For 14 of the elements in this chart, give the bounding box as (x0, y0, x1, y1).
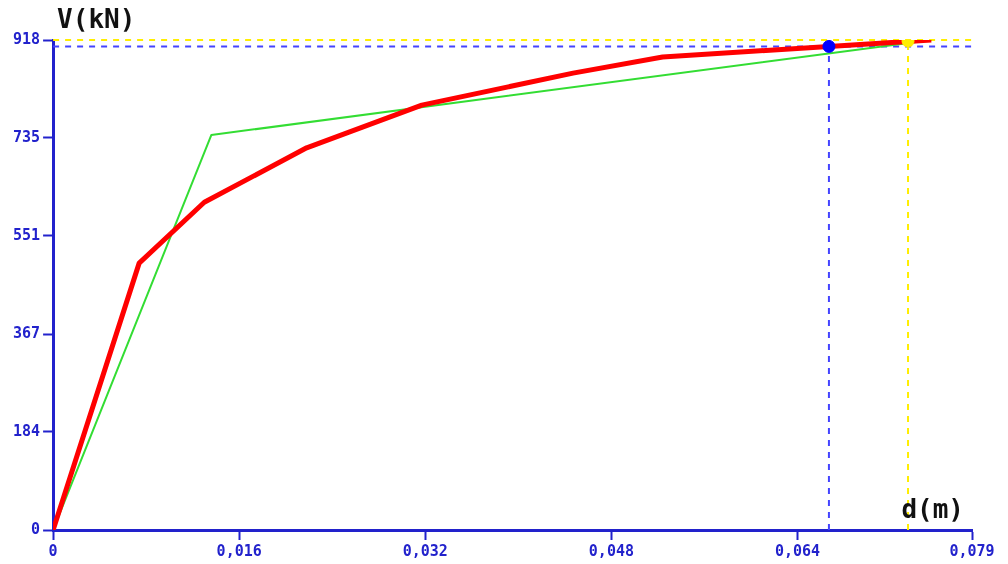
y-tick-label: 367 (13, 324, 41, 342)
x-tick-label: 0,016 (216, 541, 262, 560)
x-tick-label: 0 (48, 541, 58, 560)
x-tick-label: 0,064 (774, 541, 821, 560)
y-tick-label: 0 (31, 519, 41, 538)
y-tick-label: 918 (13, 29, 41, 48)
x-tick-label: 0,032 (402, 541, 448, 560)
y-tick-label: 551 (13, 225, 41, 244)
y-axis-title: V(kN) (57, 3, 136, 34)
x-tick-label: 0,079 (949, 541, 995, 560)
y-tick-label: 184 (13, 421, 41, 440)
x-axis-title: d(m) (901, 493, 964, 524)
y-tick-label: 735 (13, 127, 41, 146)
x-tick-label: 0,048 (588, 541, 634, 560)
